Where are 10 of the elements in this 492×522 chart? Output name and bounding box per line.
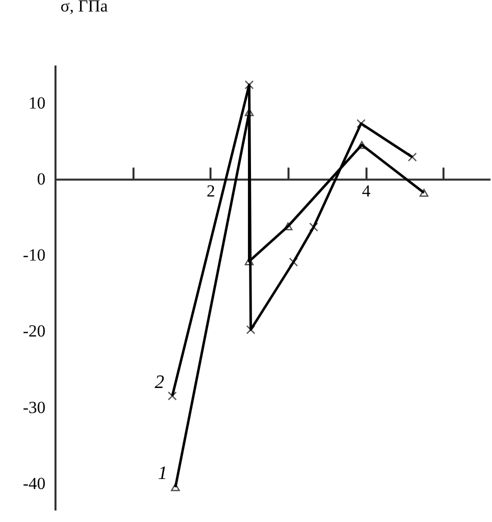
x-tick-label: 4 (362, 182, 371, 201)
y-tick-label: -10 (22, 246, 46, 265)
series-label: 2 (154, 372, 165, 393)
y-tick-label: 10 (28, 94, 46, 113)
y-tick-label: -40 (22, 474, 46, 493)
y-tick-label: -30 (22, 398, 46, 417)
y-axis-title: σ, ГПа (60, 0, 108, 16)
series-label: 1 (158, 463, 168, 484)
y-tick-label: 0 (37, 170, 46, 189)
y-tick-label: -20 (22, 322, 46, 341)
